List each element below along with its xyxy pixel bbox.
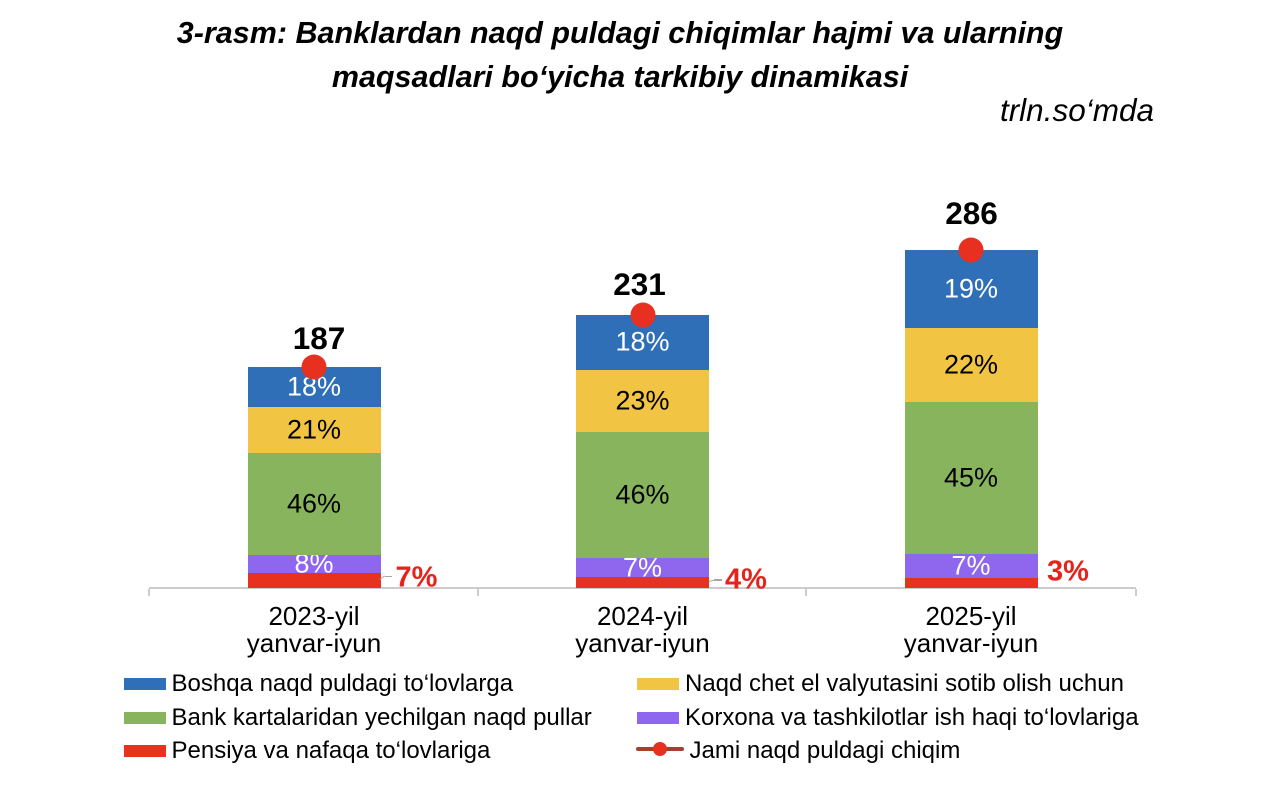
legend-total-marker-dot bbox=[652, 741, 667, 756]
chart-title-line1: 3-rasm: Banklardan naqd puldagi chiqimla… bbox=[176, 16, 1064, 50]
bar3-segment-label-3: 45% bbox=[943, 462, 999, 493]
bar3-segment-label-5: 19% bbox=[943, 273, 999, 304]
bar1-segment-2 bbox=[247, 554, 381, 573]
x-axis-line bbox=[149, 587, 1136, 590]
bar2-segment-label-4: 23% bbox=[615, 385, 670, 416]
unit-label: trln.so‘mda bbox=[999, 92, 1154, 128]
category-label-1-line2: yanvar-iyun bbox=[246, 628, 382, 658]
category-label-1: 2023-yil yanvar-iyun bbox=[247, 603, 381, 657]
legend-item-right-2: Korxona va tashkilotlar ish haqi to‘lovl… bbox=[637, 701, 1139, 735]
category-label-3: 2025-yil yanvar-iyun bbox=[904, 603, 1038, 657]
bar1-segment-1 bbox=[247, 572, 381, 588]
x-axis-tick-3 bbox=[1135, 589, 1137, 597]
x-axis-tick-2 bbox=[805, 589, 807, 597]
legend-swatch-left-3 bbox=[123, 745, 166, 757]
category-label-2: 2024-yil yanvar-iyun bbox=[575, 603, 709, 657]
legend-item-left-3: Pensiya va nafaqa to‘lovlariga bbox=[123, 734, 491, 768]
legend-label-right-2: Korxona va tashkilotlar ish haqi to‘lovl… bbox=[685, 703, 1139, 731]
bar2-segment-4 bbox=[576, 369, 709, 433]
bar3-segment-3 bbox=[904, 402, 1038, 555]
bar3-segment-5 bbox=[904, 250, 1038, 328]
category-label-3-line1: 2025-yil bbox=[925, 601, 1017, 631]
legend-label-left-1: Boshqa naqd puldagi to‘lovlarga bbox=[171, 670, 514, 697]
chart-title: 3-rasm: Banklardan naqd puldagi chiqimla… bbox=[90, 11, 1150, 99]
bar2-segment-1 bbox=[576, 577, 709, 588]
legend-label-left-2: Bank kartalaridan yechilgan naqd pullar bbox=[171, 703, 592, 731]
bar3-segment-2 bbox=[904, 554, 1038, 578]
callout-line-1-seg-2 bbox=[384, 575, 392, 578]
total-marker-3 bbox=[958, 237, 984, 263]
total-label-3: 286 bbox=[945, 194, 998, 231]
legend-label-left-3: Pensiya va nafaqa to‘lovlariga bbox=[171, 737, 491, 764]
bar3-segment-label-4: 22% bbox=[943, 349, 999, 380]
bar2-segment-3 bbox=[576, 432, 709, 558]
chart-title-line2: maqsadlari bo‘yicha tarkibiy dinamikasi bbox=[331, 60, 909, 94]
legend-item-right-1: Naqd chet el valyutasini sotib olish uch… bbox=[637, 667, 1124, 701]
bar2-segment-label-3: 46% bbox=[615, 479, 670, 510]
bar3-segment-1 bbox=[904, 577, 1038, 588]
bar1-segment-3 bbox=[247, 453, 381, 555]
legend-swatch-right-2 bbox=[637, 711, 679, 724]
legend-swatch-right-1 bbox=[637, 678, 679, 690]
bar3-segment-label-2: 7% bbox=[951, 550, 991, 581]
total-marker-2 bbox=[630, 302, 655, 328]
bar3-segment-4 bbox=[904, 327, 1038, 403]
legend-item-right-3: Jami naqd puldagi chiqim bbox=[635, 734, 961, 768]
x-axis-tick-1 bbox=[477, 589, 479, 597]
total-label-1: 187 bbox=[292, 320, 346, 357]
bar3-outside-label: 3% bbox=[1047, 555, 1089, 588]
category-label-1-line1: 2023-yil bbox=[268, 601, 360, 631]
bar2-outside-label: 4% bbox=[725, 563, 767, 596]
category-label-2-line2: yanvar-iyun bbox=[575, 628, 710, 658]
category-label-3-line2: yanvar-iyun bbox=[903, 628, 1039, 658]
legend-swatch-left-2 bbox=[123, 711, 166, 724]
legend-swatch-left-1 bbox=[123, 678, 166, 690]
legend-total-marker bbox=[635, 741, 684, 756]
bar1-segment-label-3: 46% bbox=[286, 488, 342, 519]
legend-label-right-3: Jami naqd puldagi chiqim bbox=[689, 737, 961, 764]
bar1-segment-label-4: 21% bbox=[286, 414, 342, 445]
total-marker-1 bbox=[301, 354, 327, 380]
bar2-segment-2 bbox=[576, 557, 709, 578]
legend-item-left-1: Boshqa naqd puldagi to‘lovlarga bbox=[123, 667, 514, 701]
total-label-2: 231 bbox=[613, 265, 666, 302]
x-axis-tick-0 bbox=[148, 589, 150, 597]
category-label-2-line1: 2024-yil bbox=[596, 601, 689, 631]
legend-label-right-1: Naqd chet el valyutasini sotib olish uch… bbox=[685, 670, 1124, 697]
legend-item-left-2: Bank kartalaridan yechilgan naqd pullar bbox=[123, 701, 592, 735]
callout-line-2-seg-2 bbox=[713, 579, 722, 581]
bar2-segment-label-5: 18% bbox=[615, 326, 670, 357]
bar1-segment-4 bbox=[247, 406, 381, 454]
bar1-outside-label: 7% bbox=[395, 561, 438, 593]
